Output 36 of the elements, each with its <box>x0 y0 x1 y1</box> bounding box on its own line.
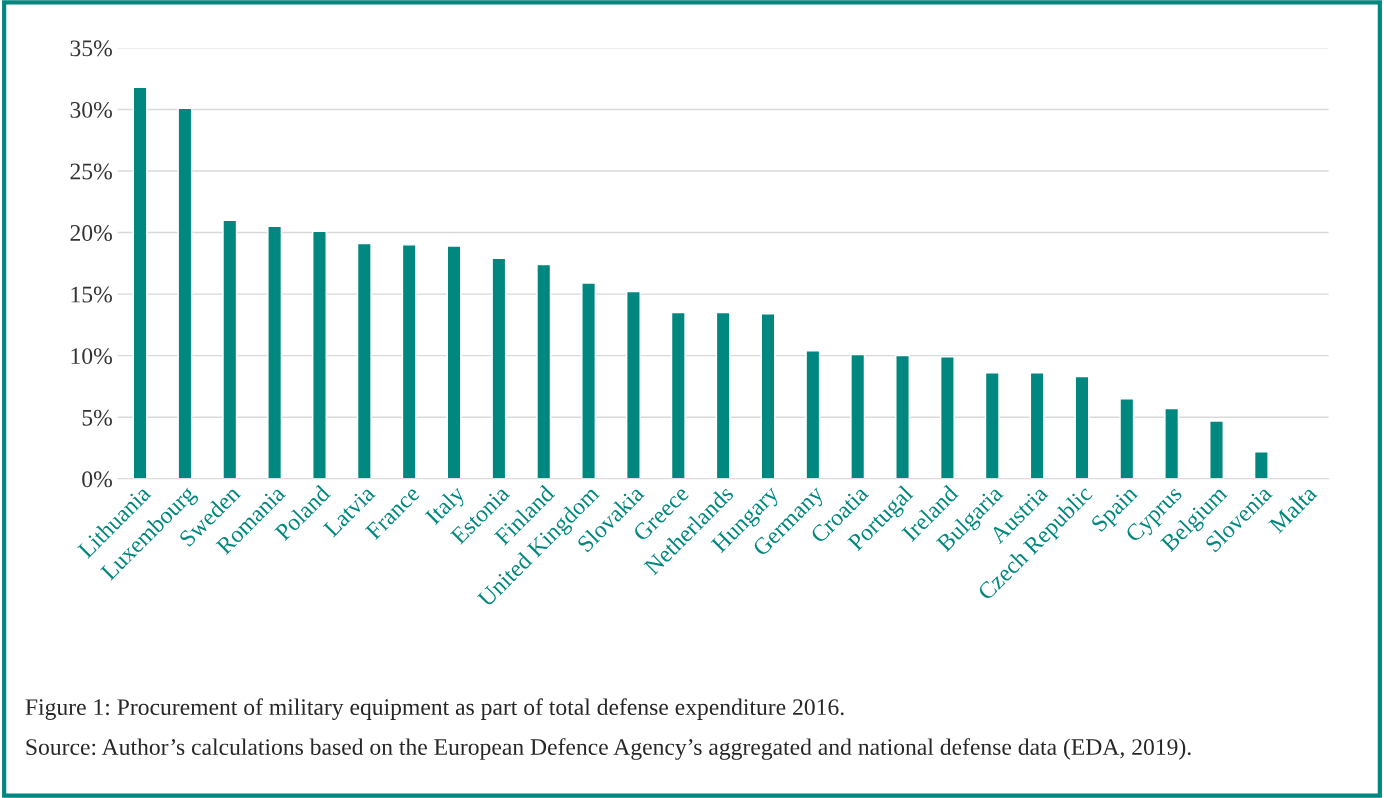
bar <box>895 354 910 479</box>
bar <box>267 225 283 479</box>
bar <box>715 311 731 479</box>
caption: Figure 1: Procurement of military equipment as part of total defense expenditure 2016. <box>25 698 844 720</box>
source-note: Source: Author’s calculations based on the European Defence Agency’s aggregated and national defense data (EDA, 2019). <box>26 738 1191 760</box>
bar <box>1164 407 1180 479</box>
bar <box>356 242 372 479</box>
y-tick-label: 20% <box>70 225 112 242</box>
y-tick-label: 5% <box>82 409 112 426</box>
bar <box>132 86 148 479</box>
bar <box>222 219 238 479</box>
y-tick-label: 35% <box>70 40 112 57</box>
bar <box>939 356 955 479</box>
y-tick-label: 10% <box>71 348 112 365</box>
bar <box>760 313 776 479</box>
bar <box>581 282 597 479</box>
bar <box>1253 451 1269 479</box>
bar <box>1074 375 1090 479</box>
bar <box>536 263 552 479</box>
bar <box>626 290 641 479</box>
bar <box>1119 398 1135 479</box>
y-tick-label: 15% <box>71 286 112 303</box>
bar <box>670 311 686 479</box>
bar <box>984 372 1000 479</box>
bar <box>850 353 866 479</box>
y-tick-label: 0% <box>82 471 112 488</box>
bar <box>805 350 821 479</box>
bar <box>1029 372 1045 479</box>
bar <box>312 230 327 479</box>
bar <box>1209 420 1224 479</box>
y-tick-label: 25% <box>70 163 112 180</box>
bar <box>446 245 462 479</box>
bar <box>491 257 507 479</box>
bar <box>401 244 417 479</box>
bar <box>177 107 193 479</box>
y-tick-label: 30% <box>70 101 112 118</box>
